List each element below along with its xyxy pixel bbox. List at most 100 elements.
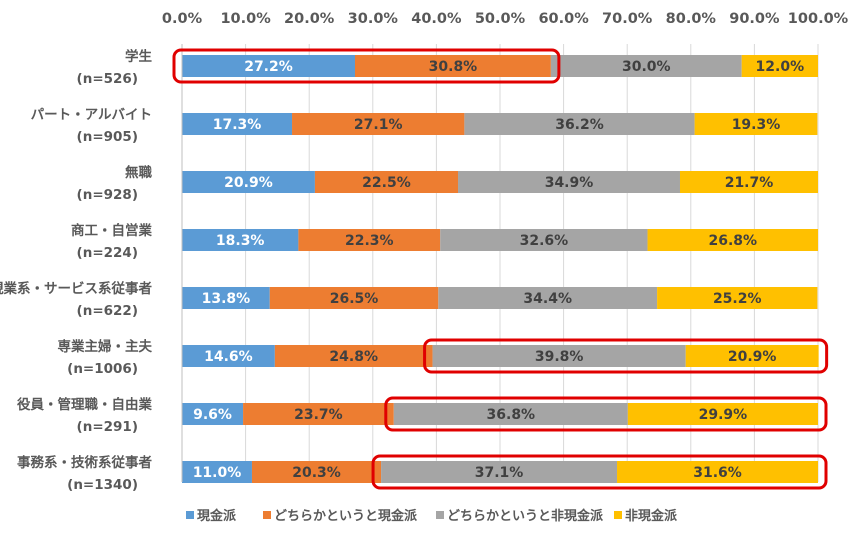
data-label: 27.1%	[354, 117, 403, 133]
category-label: 役員・管理職・自由業	[17, 396, 152, 413]
bar-segment	[647, 229, 818, 251]
x-tick-label: 70.0%	[602, 11, 653, 27]
x-tick-label: 10.0%	[220, 11, 271, 27]
category-count: (n=224)	[77, 245, 138, 261]
data-label: 12.0%	[756, 59, 805, 75]
bar-segment	[679, 171, 818, 193]
bar-segment	[657, 287, 818, 309]
x-tick-label: 60.0%	[538, 11, 589, 27]
data-label: 24.8%	[329, 349, 378, 365]
data-label: 9.6%	[193, 407, 232, 423]
highlight-box	[172, 48, 561, 84]
category-count: (n=1340)	[67, 477, 138, 493]
data-label: 21.7%	[725, 175, 774, 191]
highlight-box	[423, 338, 829, 374]
data-label: 32.6%	[520, 233, 569, 249]
data-label: 31.6%	[693, 465, 742, 481]
data-label: 30.0%	[622, 59, 671, 75]
bar-segment	[243, 403, 394, 425]
bar-segment	[381, 461, 618, 483]
bar-segment	[464, 113, 695, 135]
data-label: 20.9%	[728, 349, 777, 365]
category-label: 無職	[125, 164, 152, 181]
highlight-box	[371, 454, 828, 490]
category-count: (n=291)	[77, 419, 138, 435]
data-label: 20.9%	[224, 175, 273, 191]
x-tick-label: 50.0%	[475, 11, 526, 27]
category-count: (n=928)	[77, 187, 138, 203]
legend-label: 非現金派	[625, 508, 678, 524]
bar-segment	[627, 403, 818, 425]
category-label: 学生	[125, 48, 152, 65]
category-count: (n=622)	[77, 303, 138, 319]
data-label: 29.9%	[699, 407, 748, 423]
bar-segment	[182, 403, 244, 425]
bar-segment	[182, 287, 270, 309]
bar-segment	[685, 345, 819, 367]
bar-segment	[741, 55, 818, 77]
bar-segment	[354, 55, 551, 77]
data-label: 26.8%	[708, 233, 757, 249]
category-count: (n=526)	[77, 71, 138, 87]
legend-swatch	[186, 511, 194, 519]
bar-segment	[269, 287, 439, 309]
data-label: 34.9%	[545, 175, 594, 191]
category-label: 商工・自営業	[71, 222, 152, 239]
bar-segment	[440, 229, 648, 251]
bar-segment	[292, 113, 465, 135]
data-label: 30.8%	[429, 59, 478, 75]
data-label: 17.3%	[213, 117, 262, 133]
x-tick-label: 0.0%	[162, 11, 203, 27]
x-tick-label: 40.0%	[411, 11, 462, 27]
data-label: 22.3%	[345, 233, 394, 249]
bar-segment	[182, 345, 275, 367]
data-label: 25.2%	[713, 291, 762, 307]
x-tick-label: 30.0%	[348, 11, 399, 27]
data-label: 39.8%	[535, 349, 584, 365]
bar-segment	[182, 171, 315, 193]
data-label: 13.8%	[202, 291, 251, 307]
bar-segment	[182, 461, 252, 483]
x-tick-label: 90.0%	[729, 11, 780, 27]
bar-segment	[617, 461, 818, 483]
data-label: 20.3%	[292, 465, 341, 481]
bar-segment	[182, 55, 355, 77]
bar-segment	[438, 287, 658, 309]
bar-segment	[550, 55, 742, 77]
legend-label: 現金派	[197, 508, 237, 524]
category-label: 事務系・技術系従事者	[17, 454, 152, 471]
data-label: 22.5%	[362, 175, 411, 191]
category-label: パート・アルバイト	[31, 107, 152, 123]
bar-segment	[274, 345, 433, 367]
category-count: (n=1006)	[67, 361, 138, 377]
bar-segment	[298, 229, 441, 251]
x-tick-label: 20.0%	[284, 11, 335, 27]
data-label: 19.3%	[732, 117, 781, 133]
legend-swatch	[436, 511, 444, 519]
bar-segment	[182, 229, 299, 251]
bar-segment	[432, 345, 686, 367]
data-label: 27.2%	[244, 59, 293, 75]
bar-segment	[314, 171, 459, 193]
x-tick-label: 100.0%	[788, 11, 849, 27]
data-label: 14.6%	[204, 349, 253, 365]
category-label: 現業系・サービス系従事者	[0, 280, 152, 297]
category-label: 専業主婦・主夫	[58, 338, 153, 355]
data-label: 34.4%	[523, 291, 572, 307]
data-label: 37.1%	[475, 465, 524, 481]
legend-swatch	[614, 511, 622, 519]
category-count: (n=905)	[77, 129, 138, 145]
data-label: 26.5%	[330, 291, 379, 307]
data-label: 36.2%	[555, 117, 604, 133]
bar-segment	[458, 171, 680, 193]
legend-label: どちらかというと現金派	[274, 508, 418, 524]
bar-segment	[393, 403, 628, 425]
highlight-box	[384, 396, 828, 432]
data-label: 11.0%	[193, 465, 242, 481]
bar-segment	[182, 113, 293, 135]
legend-label: どちらかというと非現金派	[447, 508, 604, 524]
bar-segment	[251, 461, 382, 483]
data-label: 36.8%	[487, 407, 536, 423]
legend-swatch	[263, 511, 271, 519]
